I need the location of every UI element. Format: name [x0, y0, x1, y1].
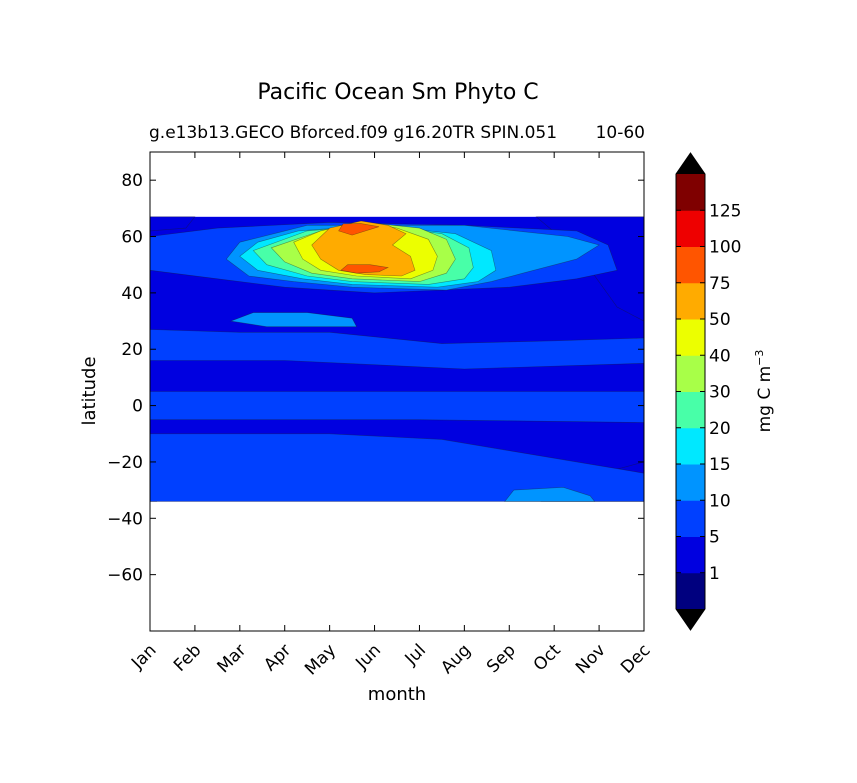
colorbar-band: [676, 500, 705, 537]
x-tick-label: Mar: [214, 640, 251, 677]
colorbar-tick-label: 40: [709, 346, 731, 366]
y-tick-label: 60: [121, 228, 143, 248]
colorbar-band: [676, 391, 705, 429]
x-tick-label: Apr: [260, 640, 295, 675]
x-tick-label: Jul: [401, 640, 430, 669]
colorbar-band: [676, 246, 705, 284]
colorbar-band: [676, 355, 705, 392]
colorbar-label-text: mg C m: [755, 366, 775, 433]
colorbar-tick-label: 30: [709, 383, 731, 403]
colorbar-tick-label: 20: [709, 419, 731, 439]
colorbar-band: [676, 174, 705, 211]
x-tick-label: Nov: [572, 640, 610, 678]
colorbar-tick-label: 100: [709, 238, 741, 258]
colorbar-tick-label: 5: [709, 528, 720, 548]
x-tick-label: Feb: [170, 640, 205, 675]
x-tick-label: Jan: [127, 640, 160, 673]
contour-sep-south: [504, 486, 596, 502]
colorbar-extend-top: [676, 153, 705, 174]
plot-frame: [149, 151, 645, 632]
colorbar-label-superscript: −3: [753, 350, 766, 366]
colorbar-band: [676, 427, 705, 465]
y-tick-label: −60: [107, 566, 143, 586]
contour-bloom-75-upper: [338, 223, 380, 236]
contour-bloom-50: [311, 220, 416, 277]
contour-north-band: [150, 329, 644, 370]
colorbar-tick-label: 125: [709, 201, 741, 221]
colorbar-band: [676, 464, 705, 501]
chart-subtitle-left: g.e13b13.GECO Bforced.f09 g16.20TR SPIN.…: [149, 123, 557, 143]
contour-south-band: [150, 433, 644, 502]
y-tick-label: 40: [121, 284, 143, 304]
colorbar-tick-label: 1: [709, 564, 720, 584]
chart-title: Pacific Ocean Sm Phyto C: [257, 80, 538, 105]
y-tick-label: −40: [107, 509, 143, 529]
colorbar-tick-label: 10: [709, 491, 731, 511]
data-field: [150, 216, 644, 502]
colorbar-tick-label: 75: [709, 274, 731, 294]
y-tick-label: 80: [121, 171, 143, 191]
x-tick-label: May: [301, 640, 340, 679]
y-tick-label: 0: [132, 397, 143, 417]
y-tick-label: 20: [121, 340, 143, 360]
contour-arctic-jan: [150, 216, 196, 232]
colorbar-band: [676, 536, 705, 574]
y-axis: 80 60 40 20 0 −20 −40 −60: [107, 171, 644, 586]
colorbar-band: [676, 210, 705, 247]
colorbar-outline: [675, 152, 706, 631]
colorbar-band: [676, 319, 705, 356]
x-tick-label: Sep: [483, 640, 520, 677]
contour-bloom-75-lower: [340, 264, 390, 274]
x-tick-label: Oct: [530, 640, 565, 675]
x-tick-label: Aug: [437, 640, 475, 678]
colorbar-band: [676, 572, 705, 610]
colorbar-band: [676, 282, 705, 320]
x-tick-label: Dec: [617, 640, 654, 677]
colorbar-extend-bottom: [676, 609, 705, 630]
colorbar-label: mg C m−3: [753, 350, 775, 433]
colorbar-tick-label: 15: [709, 455, 731, 475]
y-tick-label: −20: [107, 453, 143, 473]
y-axis-label: latitude: [79, 356, 100, 425]
x-tick-label: Jun: [351, 640, 385, 674]
x-axis-label: month: [368, 684, 426, 705]
chart-subtitle-right: 10-60: [596, 123, 645, 143]
contour-sw-patch: [229, 312, 358, 328]
contour-equatorial-band: [150, 391, 644, 423]
colorbar-tick-label: 50: [709, 310, 731, 330]
